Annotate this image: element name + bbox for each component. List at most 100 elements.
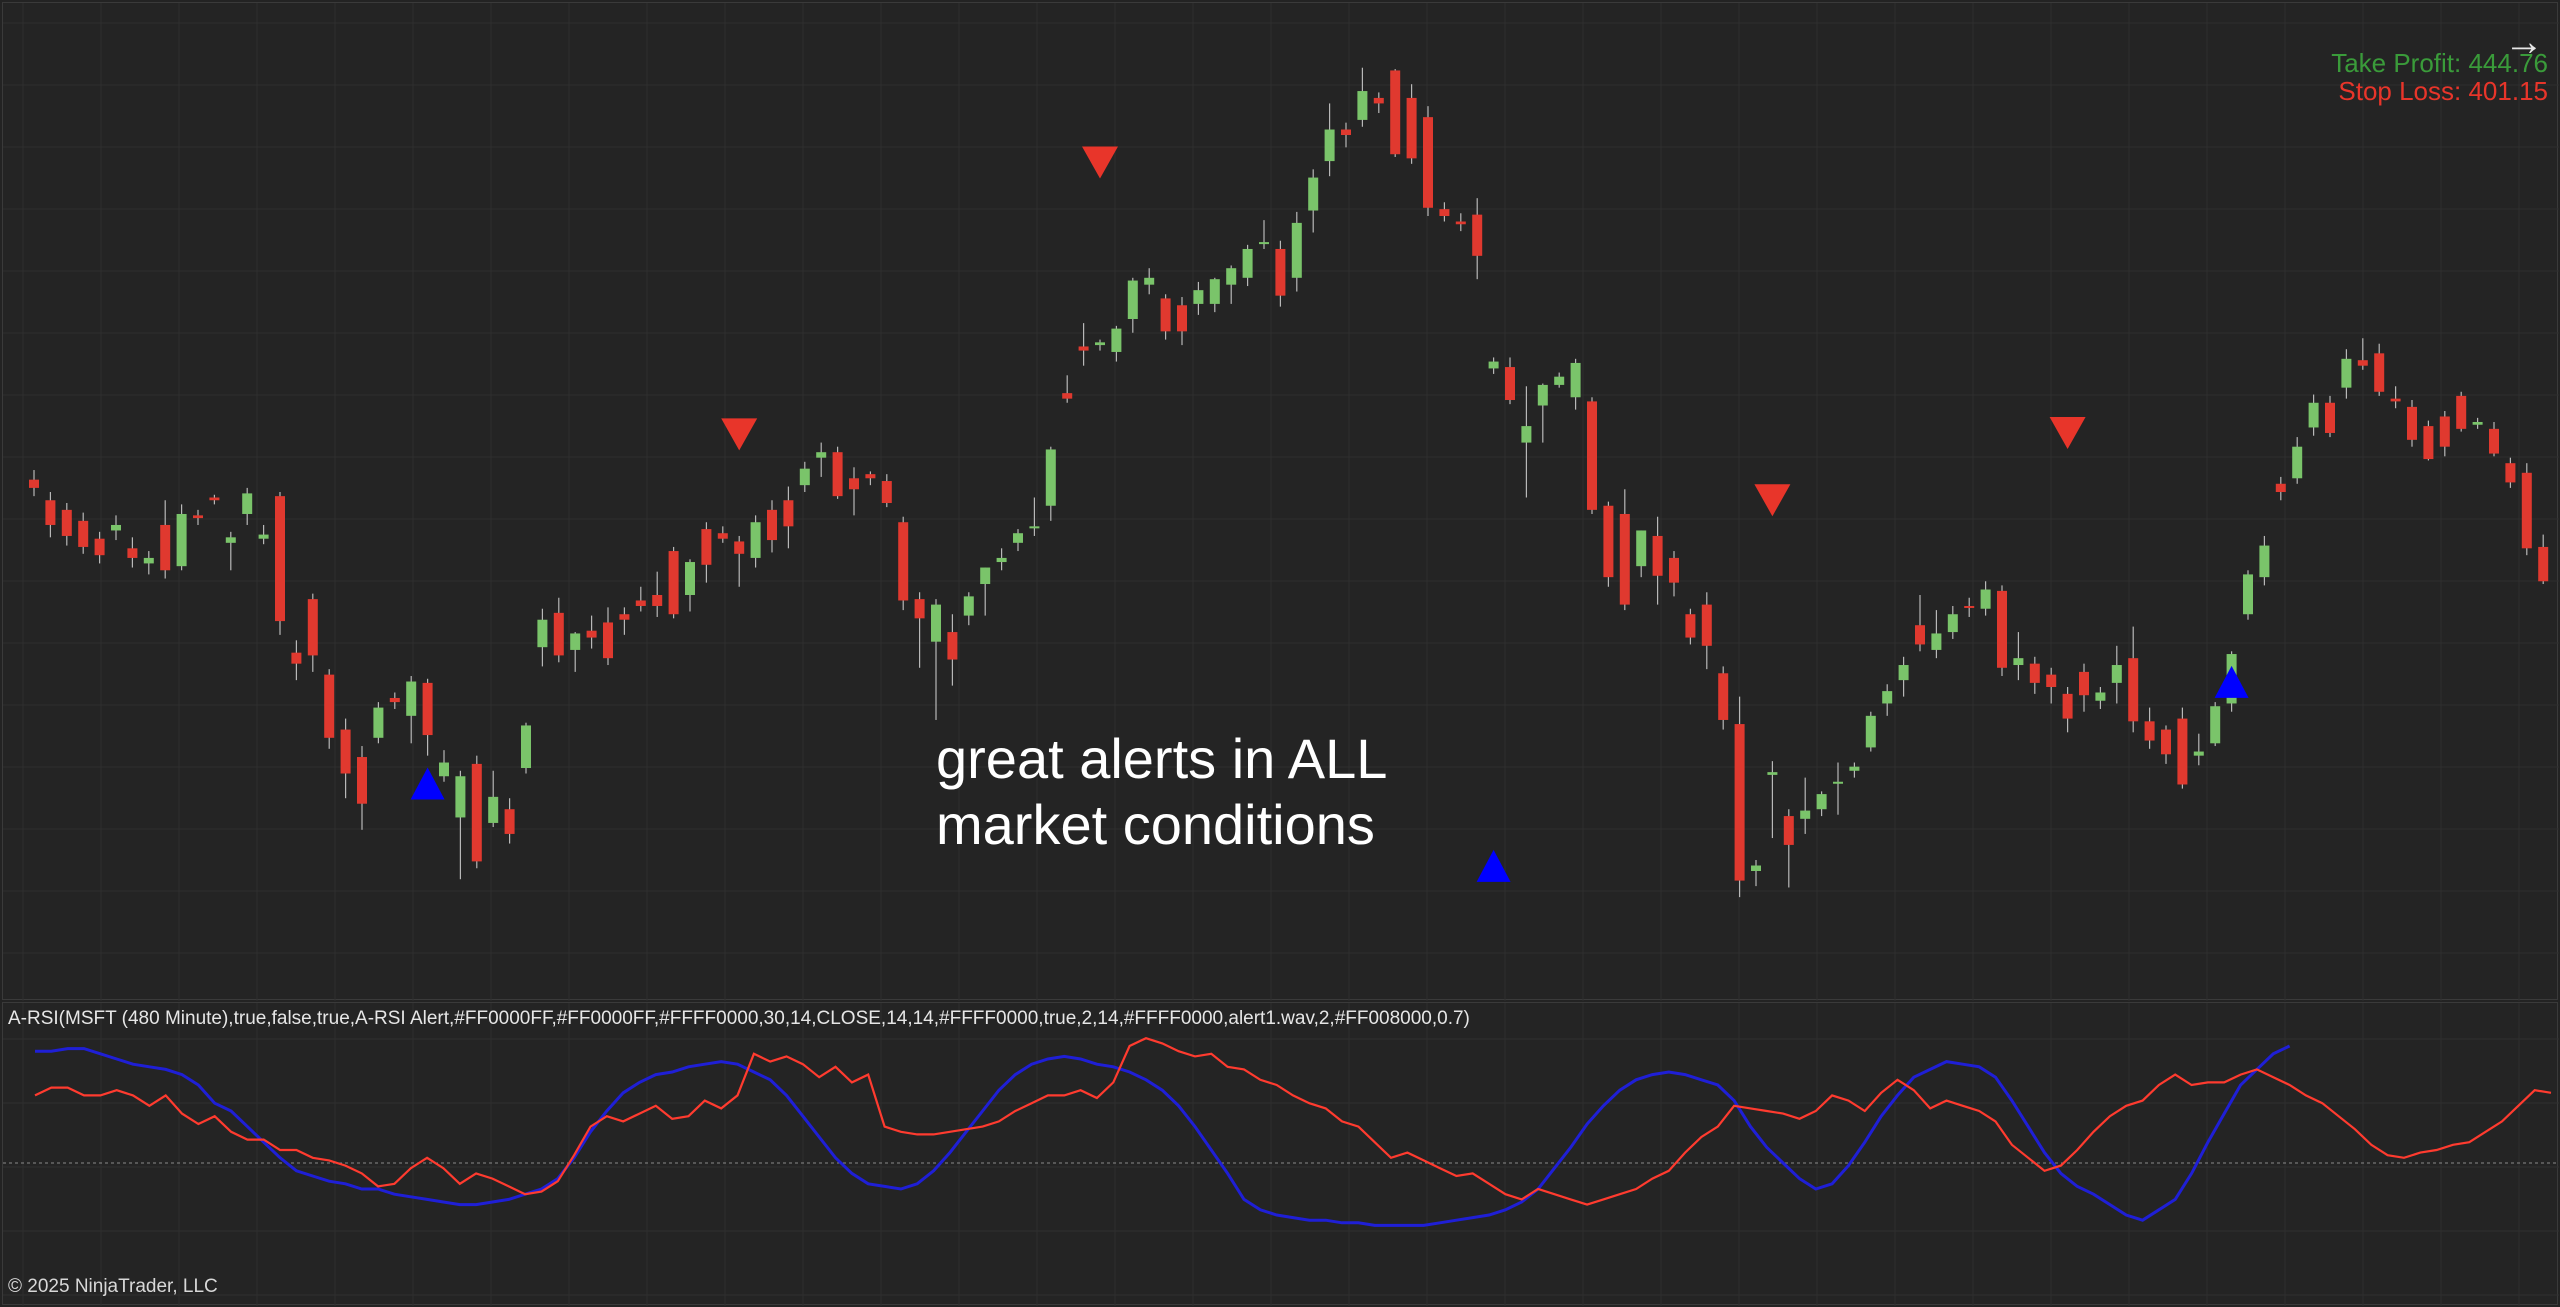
candle-bear <box>2538 534 2549 585</box>
candle-body <box>2489 428 2499 454</box>
candle-body <box>668 551 679 615</box>
candle-body <box>1242 248 1253 278</box>
candle-bear <box>471 755 482 869</box>
candle-body <box>1373 97 1384 104</box>
candle-bear <box>389 692 400 709</box>
indicator-panel[interactable] <box>2 1002 2559 1306</box>
candle-body <box>832 452 843 497</box>
candle-bull <box>1193 281 1204 315</box>
candle-body <box>2210 706 2221 744</box>
candle-bull <box>455 770 466 880</box>
candle-body <box>570 633 581 650</box>
candle-body <box>2472 421 2483 425</box>
candle-body <box>1554 376 1565 385</box>
candle-bear <box>586 615 597 649</box>
candle-body <box>1144 277 1155 285</box>
candle-bull <box>2013 632 2024 681</box>
candle-bull <box>1209 277 1220 313</box>
sell-arrow-icon <box>1082 146 1118 179</box>
candle-body <box>1587 401 1597 510</box>
candle-bear <box>2423 420 2434 461</box>
candle-body <box>2407 406 2417 440</box>
candle-bull <box>1095 339 1105 351</box>
candle-body <box>750 522 761 558</box>
candle-body <box>1603 505 1614 578</box>
arrow-right-icon[interactable]: → <box>2504 20 2544 64</box>
candle-body <box>1045 449 1056 506</box>
signals <box>410 146 2249 882</box>
candle-body <box>2308 402 2319 428</box>
candle-bull <box>1144 268 1155 295</box>
candle-bear <box>1701 592 1712 670</box>
price-chart[interactable] <box>3 3 2559 1001</box>
candle-bull <box>1849 762 1860 778</box>
candle-bull <box>537 608 548 667</box>
candle-body <box>307 599 318 656</box>
candle-body <box>914 599 925 619</box>
candle-bull <box>1357 67 1368 127</box>
candle-body <box>160 524 171 571</box>
candle-body <box>45 500 56 525</box>
candle-bull <box>1898 656 1909 697</box>
candle-bear <box>1423 106 1433 217</box>
price-panel[interactable] <box>2 2 2559 1001</box>
candle-body <box>2275 483 2286 493</box>
candle-bear <box>2177 707 2188 789</box>
candle-bear <box>1718 666 1729 730</box>
candle-bull <box>143 551 154 575</box>
candle-bear <box>1160 294 1171 340</box>
candle-body <box>1521 426 1532 443</box>
candle-bull <box>1833 762 1843 815</box>
candle-bear <box>717 526 728 543</box>
candle-bull <box>1291 211 1302 292</box>
candle-body <box>521 725 531 769</box>
candle-bear <box>1669 551 1679 597</box>
candle-body <box>455 776 466 818</box>
candle-bull <box>176 504 187 571</box>
candle-bear <box>2161 725 2171 764</box>
candle-bear <box>947 614 958 686</box>
candle-body <box>357 757 367 804</box>
candle-bull <box>1127 277 1138 333</box>
candle-body <box>931 604 941 642</box>
candle-body <box>2390 398 2401 402</box>
candle-body <box>61 509 72 536</box>
candle-bull <box>570 632 581 672</box>
candle-body <box>767 509 777 541</box>
candle-bull <box>1226 265 1237 304</box>
candle-body <box>701 529 712 565</box>
candle-bear <box>1406 84 1417 164</box>
sell-arrow-icon <box>2049 416 2086 449</box>
candle-body <box>1865 715 1876 748</box>
candle-bear <box>2062 687 2073 733</box>
rsi-chart[interactable] <box>3 1003 2559 1306</box>
candle-bear <box>701 522 712 583</box>
candle-body <box>1915 625 1925 645</box>
candle-body <box>78 520 89 547</box>
candle-bull <box>2292 437 2303 484</box>
candle-bull <box>225 531 236 571</box>
candle-bull <box>439 750 449 782</box>
candle-bull <box>816 442 827 477</box>
candle-body <box>2111 665 2122 683</box>
indicator-label: A-RSI(MSFT (480 Minute),true,false,true,… <box>8 1008 1470 1029</box>
candle-bear <box>1685 608 1696 645</box>
candle-bear <box>2456 391 2467 432</box>
candle-body <box>652 595 663 606</box>
candle-bear <box>2079 663 2089 712</box>
candle-body <box>2243 574 2253 615</box>
candle-body <box>1488 361 1499 369</box>
candle-body <box>127 548 138 558</box>
candle-body <box>1341 129 1351 135</box>
candle-bull <box>406 676 417 744</box>
candle-bear <box>2439 411 2450 457</box>
candle-body <box>1931 633 1942 650</box>
candle-body <box>1062 393 1073 399</box>
candle-bear <box>881 474 892 508</box>
candle-body <box>2456 395 2467 429</box>
candle-bull <box>1308 169 1319 233</box>
candle-body <box>143 557 154 564</box>
candle-bear <box>1455 213 1466 232</box>
candle-body <box>373 707 384 738</box>
candle-body <box>1472 214 1483 256</box>
